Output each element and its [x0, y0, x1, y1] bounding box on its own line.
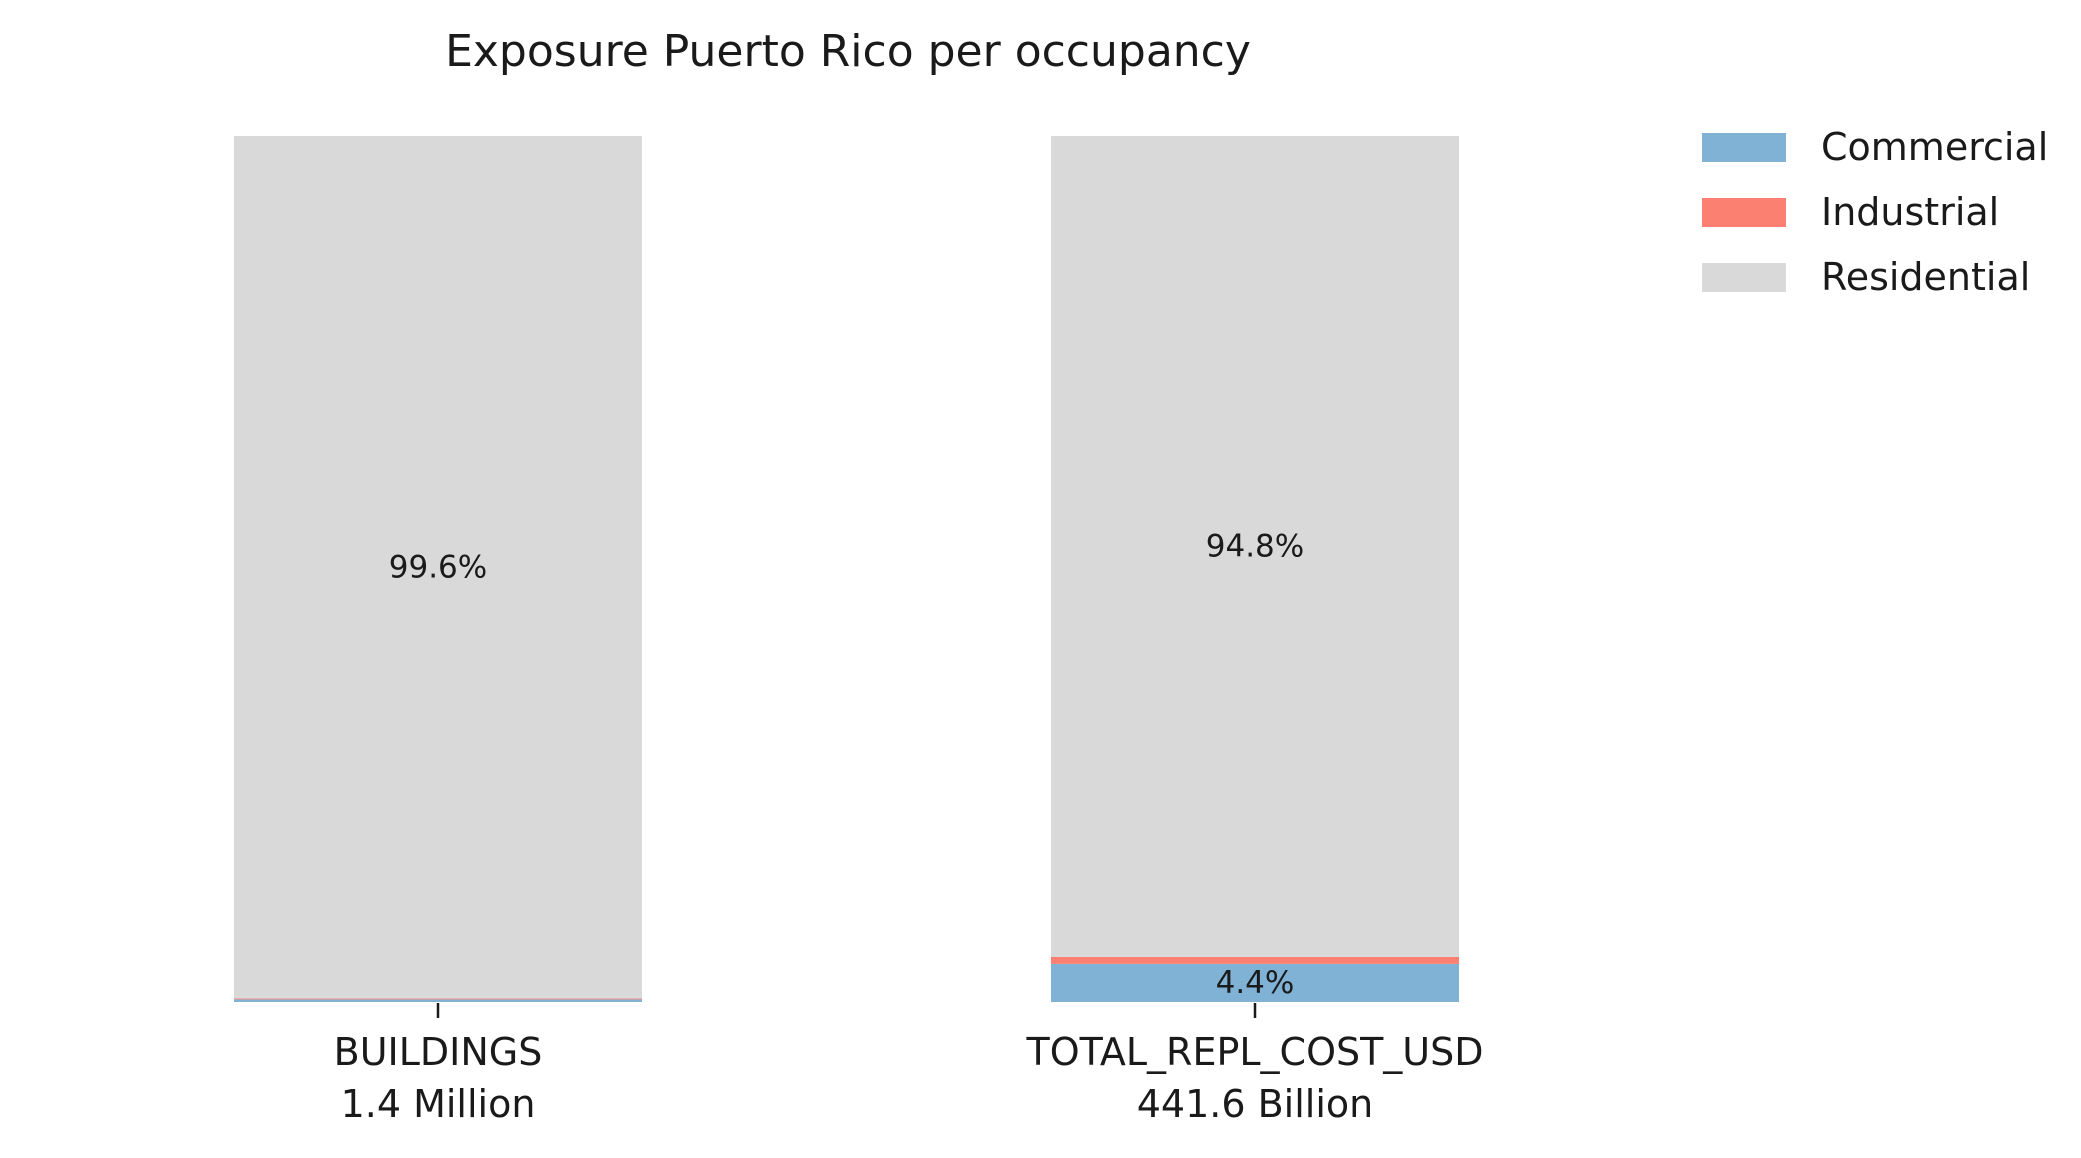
legend-label-commercial: Commercial	[1821, 125, 2048, 169]
bar-segment-buildings-industrial	[234, 998, 642, 1000]
x-tick-total-total-repl-cost-usd: 441.6 Billion	[1137, 1082, 1374, 1126]
legend: Commercial Industrial Residential	[1702, 125, 2048, 299]
data-label-total-repl-cost-usd-residential: 94.8%	[1206, 528, 1304, 564]
legend-swatch-commercial	[1702, 133, 1786, 162]
x-tick-total-buildings: 1.4 Million	[341, 1082, 536, 1126]
chart-title: Exposure Puerto Rico per occupancy	[445, 26, 1251, 77]
x-tick-label-total-repl-cost-usd: TOTAL_REPL_COST_USD	[1025, 1030, 1483, 1074]
bar-segment-total-repl-cost-usd-commercial	[1051, 963, 1459, 1002]
bars-group: 99.6% 94.8% 4.4%	[234, 136, 1459, 1002]
data-label-buildings-residential: 99.6%	[389, 549, 487, 585]
legend-label-residential: Residential	[1821, 255, 2030, 299]
legend-swatch-industrial	[1702, 198, 1786, 227]
x-tick-label-buildings: BUILDINGS	[334, 1030, 543, 1074]
bar-segment-total-repl-cost-usd-industrial	[1051, 956, 1459, 964]
x-axis: BUILDINGS 1.4 Million TOTAL_REPL_COST_USD 4…	[334, 1003, 1484, 1126]
bar-segment-total-repl-cost-usd-residential	[1051, 136, 1459, 957]
legend-swatch-residential	[1702, 263, 1786, 292]
legend-label-industrial: Industrial	[1821, 190, 1999, 234]
bar-segment-buildings-commercial	[234, 999, 642, 1002]
bar-segment-buildings-residential	[234, 136, 642, 999]
data-label-total-repl-cost-usd-commercial: 4.4%	[1216, 965, 1295, 1001]
